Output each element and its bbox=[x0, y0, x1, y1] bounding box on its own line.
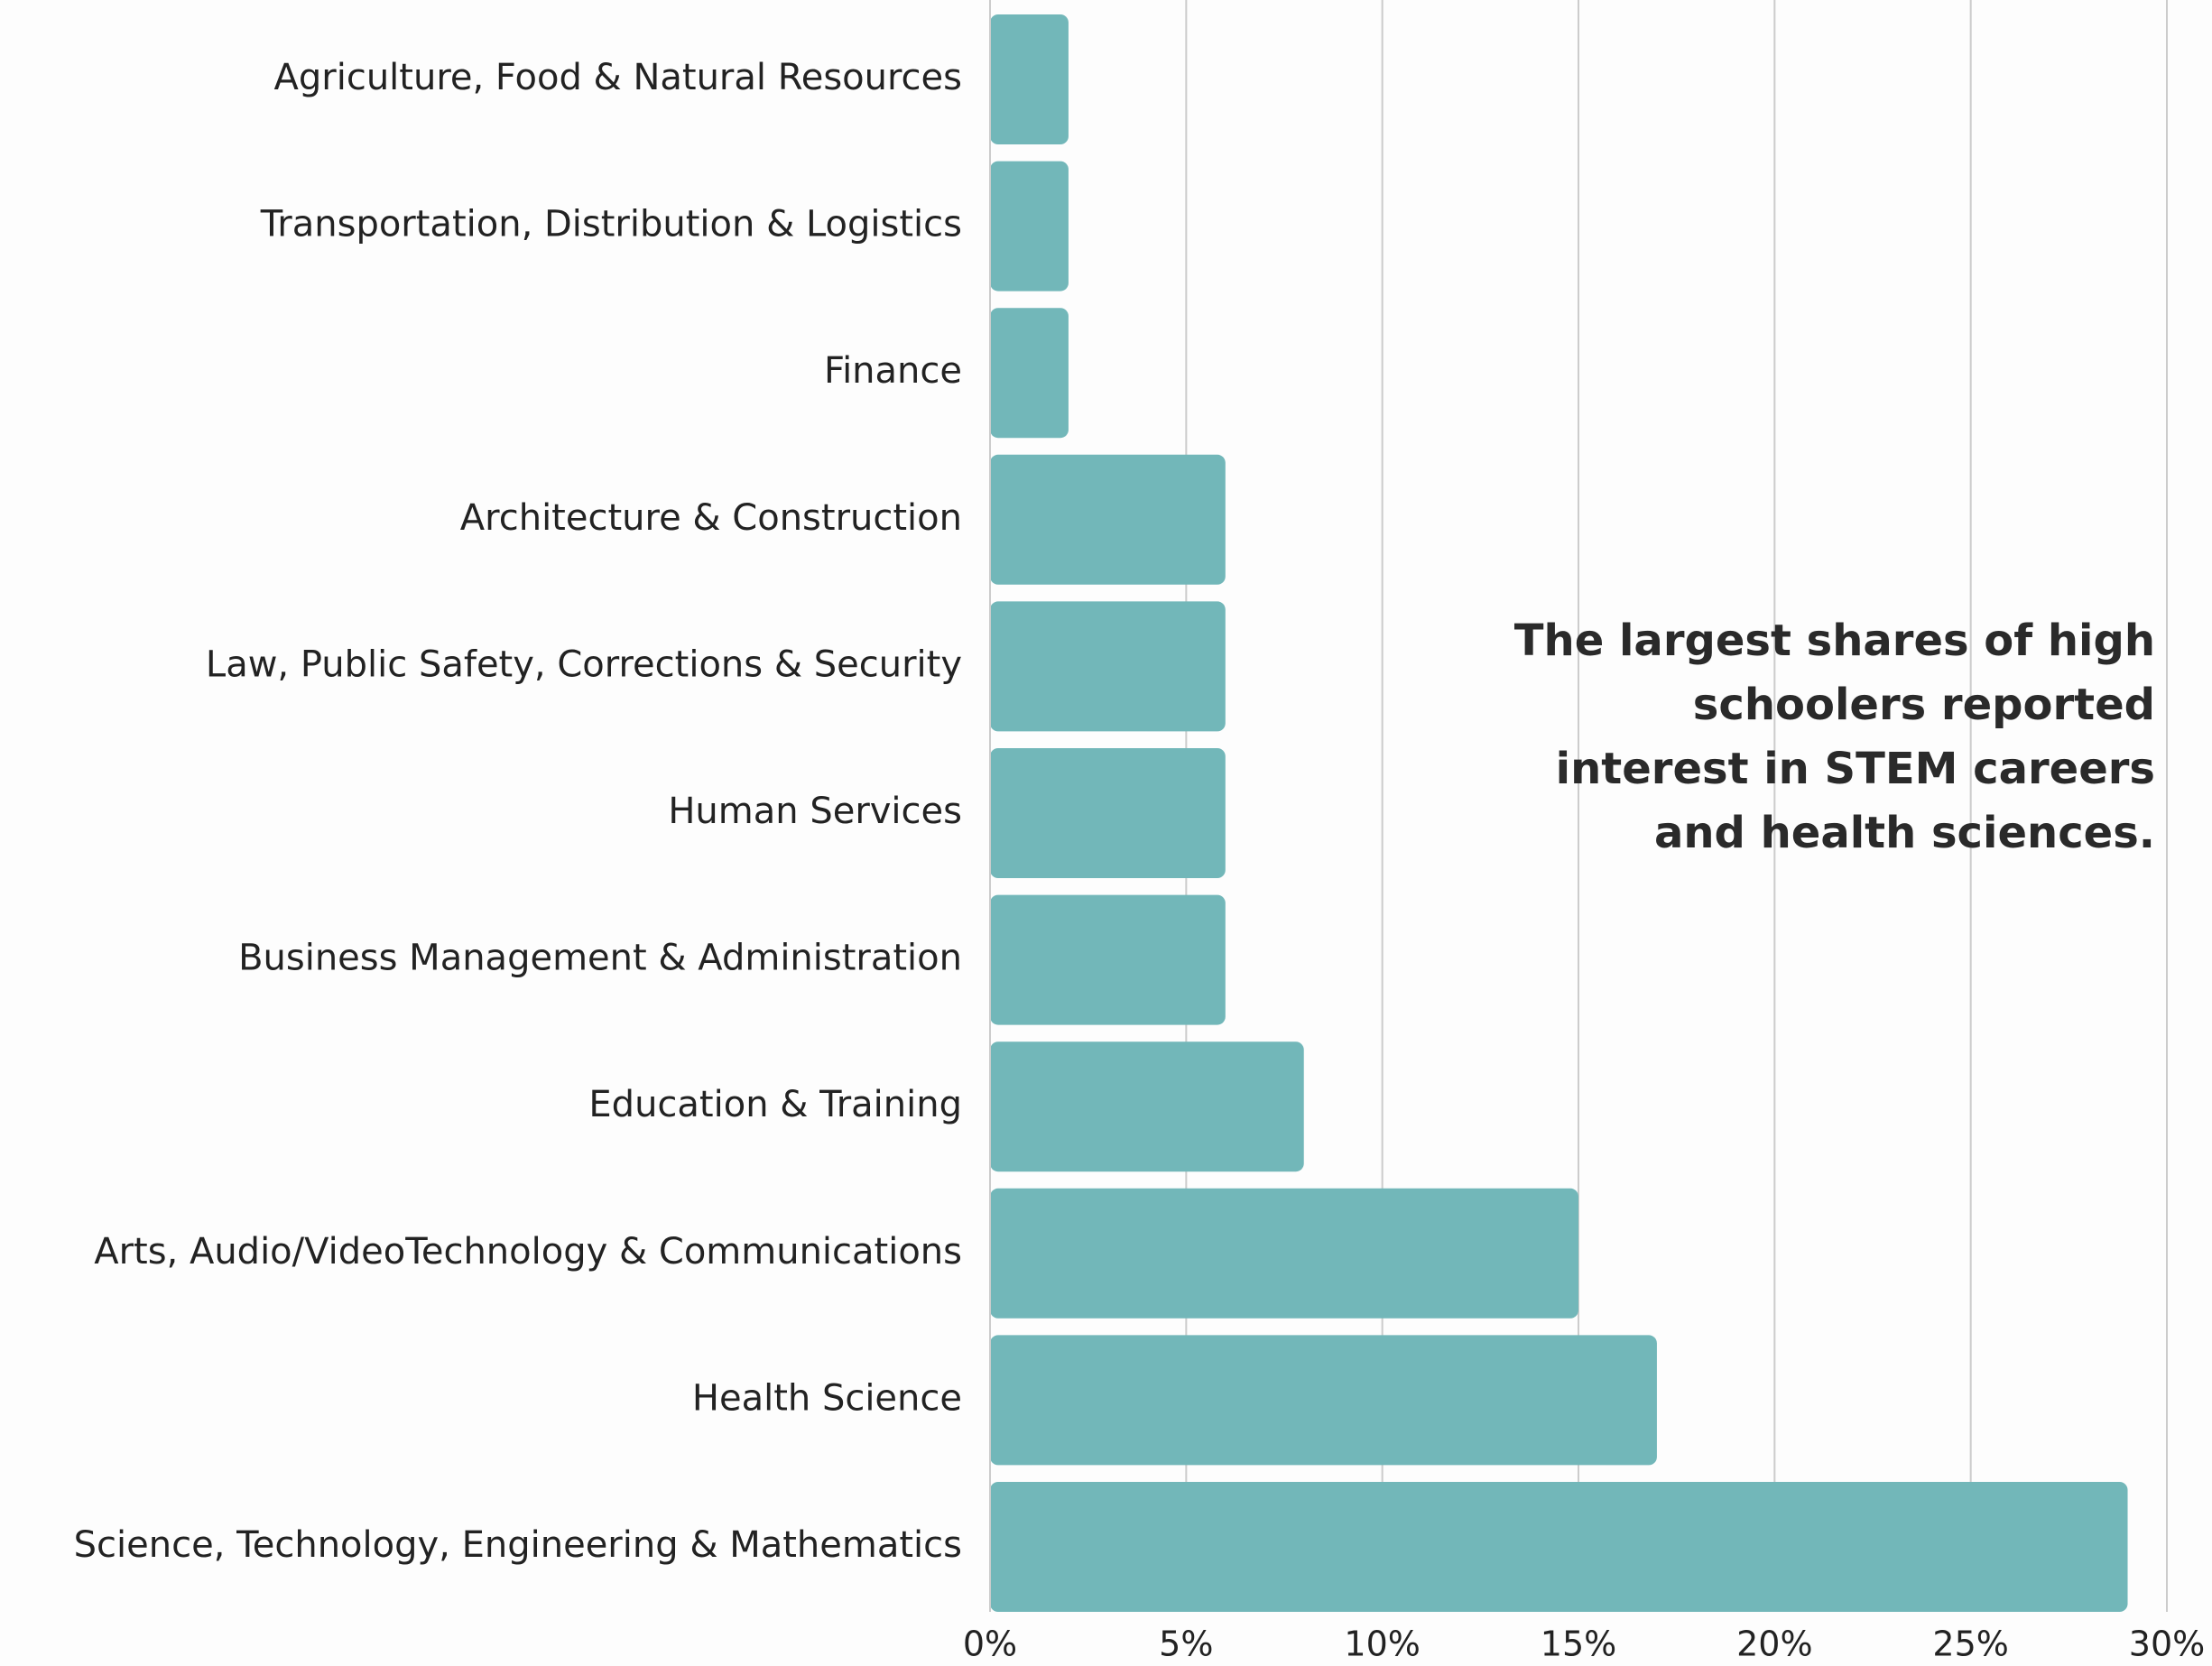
annotation: schoolers reported bbox=[1693, 680, 2155, 730]
bar bbox=[990, 308, 1069, 439]
bar bbox=[990, 601, 1226, 732]
y-tick-label: Law, Public Safety, Corrections & Securi… bbox=[206, 643, 962, 685]
annotation: interest in STEM careers bbox=[1556, 744, 2155, 794]
y-tick-label: Business Management & Administration bbox=[238, 938, 962, 979]
x-tick-label: 5% bbox=[1159, 1624, 1213, 1664]
y-tick-label: Agriculture, Food & Natural Resources bbox=[274, 57, 962, 98]
y-tick-label: Arts, Audio/VideoTechnology & Communicat… bbox=[94, 1231, 962, 1273]
annotation: and health sciences. bbox=[1654, 808, 2155, 858]
annotation: The largest shares of high bbox=[1514, 615, 2155, 666]
y-tick-label: Education & Training bbox=[588, 1084, 962, 1125]
x-tick-label: 30% bbox=[2129, 1624, 2205, 1664]
x-tick-label: 20% bbox=[1736, 1624, 1812, 1664]
bar bbox=[990, 1041, 1304, 1172]
bar bbox=[990, 1335, 1657, 1466]
y-tick-label: Transportation, Distribution & Logistics bbox=[260, 204, 962, 245]
x-tick-label: 10% bbox=[1344, 1624, 1420, 1664]
y-tick-label: Architecture & Construction bbox=[460, 497, 962, 539]
x-tick-label: 15% bbox=[1541, 1624, 1616, 1664]
bar bbox=[990, 1482, 2128, 1612]
y-tick-label: Human Services bbox=[668, 791, 962, 832]
bar bbox=[990, 748, 1226, 878]
x-tick-label: 25% bbox=[1932, 1624, 2008, 1664]
bar bbox=[990, 161, 1069, 292]
y-tick-label: Science, Technology, Engineering & Mathe… bbox=[74, 1524, 962, 1566]
bar bbox=[990, 14, 1069, 144]
bar bbox=[990, 454, 1226, 585]
bar bbox=[990, 894, 1226, 1025]
y-tick-label: Health Science bbox=[692, 1377, 962, 1419]
bar bbox=[990, 1188, 1578, 1319]
x-tick-label: 0% bbox=[963, 1624, 1017, 1664]
y-tick-label: Finance bbox=[824, 350, 962, 392]
